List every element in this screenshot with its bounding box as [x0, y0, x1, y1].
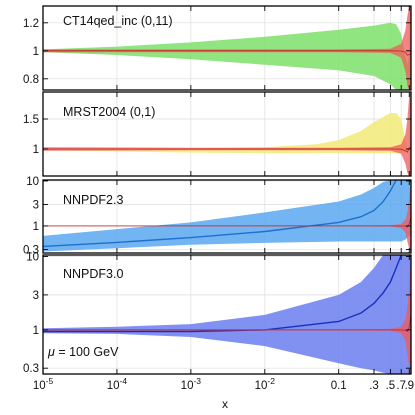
- x-tick-label: 10-5: [33, 376, 54, 392]
- scale-annotation-value: = 100 GeV: [55, 345, 119, 359]
- reference-line: [43, 216, 411, 228]
- y-tick-label: 1: [33, 221, 39, 233]
- panel-y-axis: 0.8 1 1.2: [23, 6, 411, 90]
- y-tick-label: 0.3: [23, 363, 39, 375]
- central-value-line: [43, 180, 397, 248]
- y-tick-label: 0.8: [23, 74, 39, 86]
- reference-line: [43, 314, 411, 333]
- panel-4: 0.3 1 3 10 NNPDF3.0: [23, 252, 412, 375]
- panel-label: NNPDF3.0: [63, 267, 123, 281]
- uncertainty-band: [43, 22, 411, 90]
- x-tick-label: 10-2: [255, 376, 276, 392]
- x-tick-label: .5: [386, 380, 396, 392]
- x-tick-label: .9: [404, 380, 414, 392]
- x-tick-label-base: 10: [107, 380, 120, 392]
- scale-annotation-symbol: μ: [47, 345, 55, 359]
- reference-line: [43, 50, 411, 56]
- panel-series: [43, 255, 411, 374]
- scale-annotation: μ = 100 GeV: [47, 345, 119, 359]
- x-tick-label-exponent: -4: [120, 376, 128, 386]
- x-tick-label: 10-3: [181, 376, 202, 392]
- panel-label: NNPDF2.3: [63, 193, 123, 207]
- y-tick-label: 10: [26, 252, 39, 264]
- panel-3: 0.3 1 3 10 NNPDF2.3: [23, 176, 412, 256]
- panel-1: 0.8 1 1.2 CT14qed_inc (0,11): [23, 5, 412, 91]
- y-tick-label: 1: [33, 46, 39, 58]
- y-tick-label: 0.3: [23, 244, 39, 256]
- panel-series: [43, 180, 411, 253]
- x-tick-label-exponent: -2: [267, 376, 275, 386]
- x-tick-label: 0.1: [331, 380, 347, 392]
- y-tick-label: 3: [33, 199, 39, 211]
- uncertainty-band: [43, 255, 411, 374]
- panel-y-axis: 0.3 1 3 10: [23, 252, 411, 375]
- x-tick-label-exponent: -3: [193, 376, 201, 386]
- panel-frame: [42, 179, 412, 254]
- panel-series: [43, 6, 411, 90]
- x-tick-label-base: 10: [33, 380, 46, 392]
- panel-frame: [42, 254, 412, 375]
- y-tick-label: 10: [26, 176, 39, 188]
- y-tick-label: 1.5: [23, 114, 39, 126]
- central-value-line: [43, 255, 402, 333]
- panel-label: MRST2004 (0,1): [63, 105, 155, 119]
- panel-y-axis: 0.3 1 3 10: [23, 176, 411, 256]
- x-tick-label-exponent: -5: [46, 376, 54, 386]
- y-tick-label: 3: [33, 290, 39, 302]
- panel-y-axis: 11.5: [23, 92, 411, 176]
- x-tick-label-base: 10: [255, 380, 268, 392]
- y-tick-label: 1: [33, 144, 39, 156]
- x-axis-label: x: [222, 397, 228, 411]
- x-tick-label: 10-4: [107, 376, 128, 392]
- x-tick-label: .7: [396, 380, 406, 392]
- panel-label: CT14qed_inc (0,11): [63, 14, 173, 28]
- y-tick-label: 1: [33, 325, 39, 337]
- y-tick-label: 1.2: [23, 18, 39, 30]
- x-tick-label: .3: [369, 380, 379, 392]
- panel-frame: [42, 91, 412, 177]
- x-tick-label-base: 10: [181, 380, 194, 392]
- x-axis: 10-5 10-4 10-3 10-2 0.1.3.5.7.9: [33, 376, 414, 392]
- uncertainty-band: [43, 180, 411, 252]
- panel-frame: [42, 5, 412, 91]
